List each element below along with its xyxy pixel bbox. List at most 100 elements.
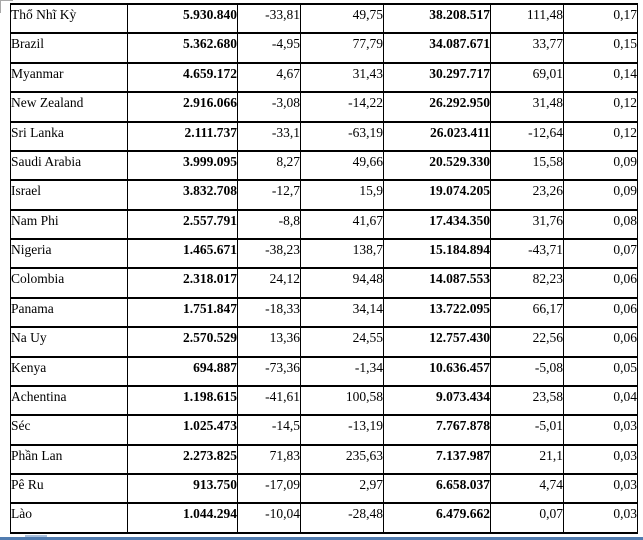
value-cell: 0,03 xyxy=(563,414,638,445)
value-cell: -33,81 xyxy=(237,2,301,34)
value-cell: 23,58 xyxy=(490,384,564,416)
value-cell: 0,17 xyxy=(563,2,638,34)
value-cell: 0,03 xyxy=(563,443,638,474)
value-cell: 0,06 xyxy=(563,267,638,298)
value-cell: 4.659.172 xyxy=(127,61,238,93)
value-cell: 41,67 xyxy=(300,208,384,239)
value-cell: 31,76 xyxy=(490,208,564,239)
country-cell: Thổ Nhĩ Kỳ xyxy=(10,2,128,34)
value-cell: 49,66 xyxy=(300,149,384,181)
value-cell: 0,03 xyxy=(563,472,638,504)
value-cell: 8,27 xyxy=(237,149,301,181)
value-cell: -14,5 xyxy=(237,414,301,445)
value-cell: 0,15 xyxy=(563,32,638,63)
value-cell: 31,48 xyxy=(490,91,564,122)
value-cell: 66,17 xyxy=(490,296,564,328)
value-cell: -28,48 xyxy=(300,502,384,534)
value-cell: -41,61 xyxy=(237,384,301,416)
value-cell: -43,71 xyxy=(490,237,564,269)
value-cell: 0,06 xyxy=(563,326,638,357)
country-cell: Kenya xyxy=(10,355,128,386)
table-row: Nigeria 1.465.671 -38,23 138,7 15.184.894 -43… xyxy=(10,237,638,269)
value-cell: 1.465.671 xyxy=(127,237,238,269)
value-cell: -73,36 xyxy=(237,355,301,386)
value-cell: -12,7 xyxy=(237,179,301,210)
value-cell: 1.044.294 xyxy=(127,502,238,534)
value-cell: -33,1 xyxy=(237,120,301,151)
value-cell: 15,58 xyxy=(490,149,564,181)
value-cell: 34,14 xyxy=(300,296,384,328)
value-cell: 10.636.457 xyxy=(383,355,491,386)
country-cell: Achentina xyxy=(10,384,128,416)
value-cell: 3.999.095 xyxy=(127,149,238,181)
value-cell: 19.074.205 xyxy=(383,179,491,210)
value-cell: 82,23 xyxy=(490,267,564,298)
table-row: Séc 1.025.473 -14,5 -13,19 7.767.878 -5,01 0,0… xyxy=(10,414,638,445)
table-row: Colombia 2.318.017 24,12 94,48 14.087.553 82,… xyxy=(10,267,638,298)
value-cell: 0,08 xyxy=(563,208,638,239)
value-cell: 26.292.950 xyxy=(383,91,491,122)
value-cell: 100,58 xyxy=(300,384,384,416)
value-cell: -5,01 xyxy=(490,414,564,445)
value-cell: 0,04 xyxy=(563,384,638,416)
value-cell: 2.273.825 xyxy=(127,443,238,474)
value-cell: 7.137.987 xyxy=(383,443,491,474)
value-cell: -3,08 xyxy=(237,91,301,122)
value-cell: 0,07 xyxy=(490,502,564,534)
value-cell: 0,09 xyxy=(563,179,638,210)
table-handle-corner xyxy=(0,0,13,13)
value-cell: 1.198.615 xyxy=(127,384,238,416)
value-cell: 34.087.671 xyxy=(383,32,491,63)
table-row: Thổ Nhĩ Kỳ 5.930.840 -33,81 49,75 38.208.517… xyxy=(10,2,638,34)
value-cell: 20.529.330 xyxy=(383,149,491,181)
value-cell: -18,33 xyxy=(237,296,301,328)
country-cell: Na Uy xyxy=(10,326,128,357)
country-cell: Myanmar xyxy=(10,61,128,93)
value-cell: 26.023.411 xyxy=(383,120,491,151)
table-row: Myanmar 4.659.172 4,67 31,43 30.297.717 69,01… xyxy=(10,61,638,93)
table-row: Pê Ru 913.750 -17,09 2,97 6.658.037 4,74 0,03 xyxy=(10,472,638,504)
value-cell: 33,77 xyxy=(490,32,564,63)
value-cell: 1.025.473 xyxy=(127,414,238,445)
table-row: Na Uy 2.570.529 13,36 24,55 12.757.430 22,56 0… xyxy=(10,326,638,357)
table-row: Saudi Arabia 3.999.095 8,27 49,66 20.529.330… xyxy=(10,149,638,181)
value-cell: 0,06 xyxy=(563,296,638,328)
data-table-body: Thổ Nhĩ Kỳ 5.930.840 -33,81 49,75 38.208.517… xyxy=(10,2,638,534)
table-row: New Zealand 2.916.066 -3,08 -14,22 26.292.95… xyxy=(10,91,638,122)
value-cell: 138,7 xyxy=(300,237,384,269)
value-cell: 0,03 xyxy=(563,502,638,534)
country-cell: Nigeria xyxy=(10,237,128,269)
window-edge-notch xyxy=(25,535,47,537)
value-cell: 0,12 xyxy=(563,91,638,122)
value-cell: 2.318.017 xyxy=(127,267,238,298)
value-cell: 38.208.517 xyxy=(383,2,491,34)
table-row: Panama 1.751.847 -18,33 34,14 13.722.095 66,1… xyxy=(10,296,638,328)
country-cell: Colombia xyxy=(10,267,128,298)
value-cell: -12,64 xyxy=(490,120,564,151)
data-table: Thổ Nhĩ Kỳ 5.930.840 -33,81 49,75 38.208.517… xyxy=(10,2,638,534)
table-row: Israel 3.832.708 -12,7 15,9 19.074.205 23,26 0… xyxy=(10,179,638,210)
value-cell: 0,12 xyxy=(563,120,638,151)
value-cell: 0,05 xyxy=(563,355,638,386)
value-cell: 0,09 xyxy=(563,149,638,181)
value-cell: 71,83 xyxy=(237,443,301,474)
value-cell: 9.073.434 xyxy=(383,384,491,416)
value-cell: 0,14 xyxy=(563,61,638,93)
country-cell: Nam Phi xyxy=(10,208,128,239)
value-cell: -38,23 xyxy=(237,237,301,269)
value-cell: 235,63 xyxy=(300,443,384,474)
value-cell: -17,09 xyxy=(237,472,301,504)
country-cell: Sri Lanka xyxy=(10,120,128,151)
table-row: Lào 1.044.294 -10,04 -28,48 6.479.662 0,07 0,0… xyxy=(10,502,638,534)
table-row: Nam Phi 2.557.791 -8,8 41,67 17.434.350 31,76… xyxy=(10,208,638,239)
value-cell: 14.087.553 xyxy=(383,267,491,298)
country-cell: Phần Lan xyxy=(10,443,128,474)
value-cell: 5.362.680 xyxy=(127,32,238,63)
country-cell: Panama xyxy=(10,296,128,328)
value-cell: 7.767.878 xyxy=(383,414,491,445)
table-row: Brazil 5.362.680 -4,95 77,79 34.087.671 33,77… xyxy=(10,32,638,63)
value-cell: 13.722.095 xyxy=(383,296,491,328)
value-cell: 30.297.717 xyxy=(383,61,491,93)
country-cell: New Zealand xyxy=(10,91,128,122)
